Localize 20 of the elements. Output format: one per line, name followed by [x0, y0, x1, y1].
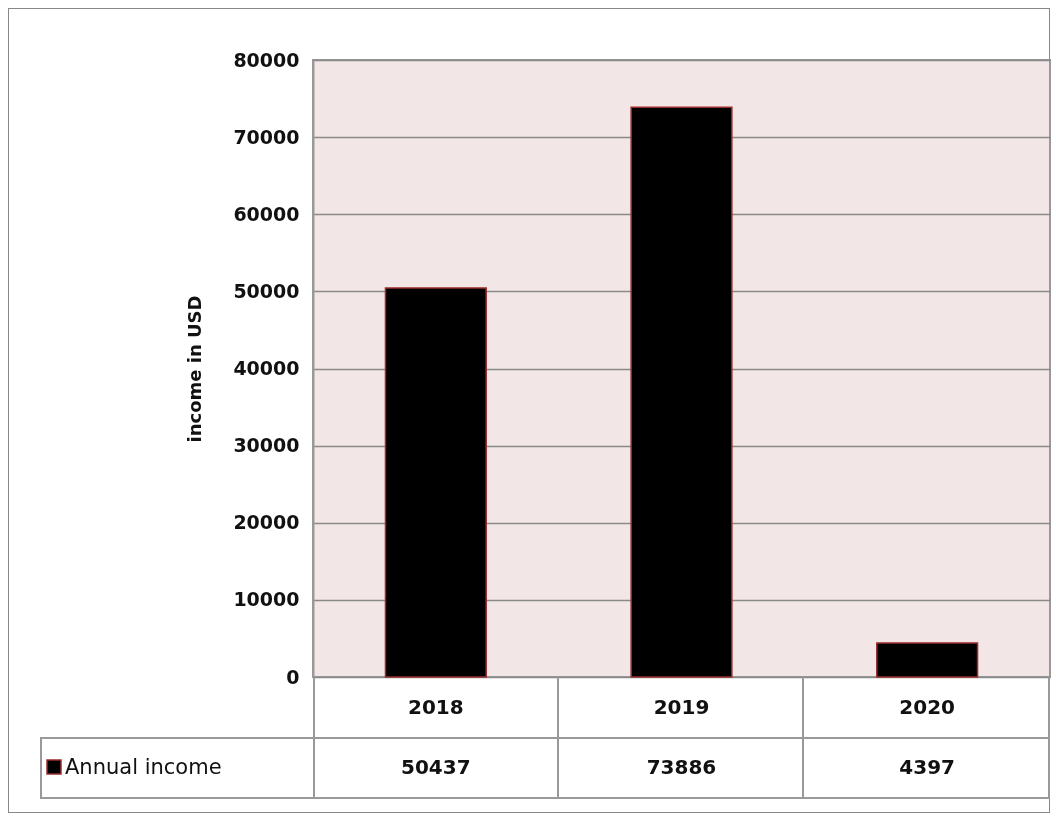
- data-label: 50437: [400, 754, 472, 781]
- y-tick-label: 40000: [233, 357, 300, 379]
- data-label: 73886: [645, 754, 718, 781]
- y-tick-label: 70000: [233, 125, 300, 148]
- y-axis-title: income in USD: [184, 295, 206, 443]
- x-tick-label: 2019: [653, 694, 710, 719]
- x-tick-label: 2018: [408, 694, 464, 719]
- y-tick-label: 50000: [233, 279, 300, 302]
- x-tick-label: 2020: [899, 694, 955, 719]
- bar: [876, 642, 979, 678]
- y-tick-label: 30000: [233, 434, 300, 457]
- bar: [384, 287, 487, 678]
- y-tick-label: 20000: [233, 511, 300, 534]
- y-tick-label: 10000: [233, 588, 300, 611]
- legend-label: Annual income: [65, 755, 222, 779]
- y-tick-label: 80000: [233, 48, 300, 71]
- y-tick-label: 0: [286, 665, 300, 688]
- bar: [630, 106, 733, 678]
- y-tick-label: 60000: [233, 202, 300, 225]
- data-label: 4397: [898, 754, 956, 781]
